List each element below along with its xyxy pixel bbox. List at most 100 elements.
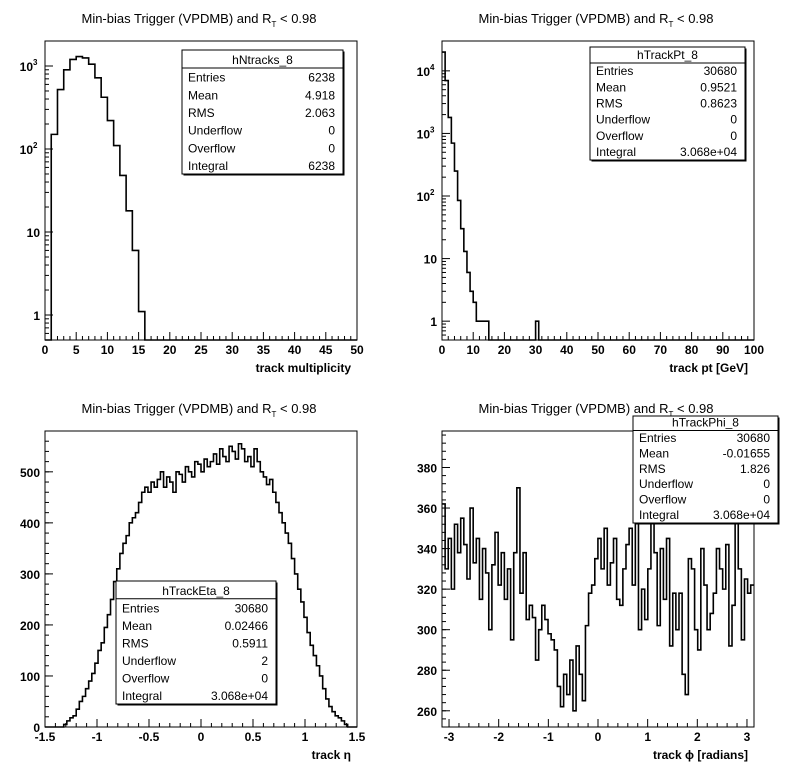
stats-row-value: 30680 bbox=[737, 431, 771, 445]
x-tick-label: 50 bbox=[350, 343, 364, 357]
x-axis-label: track multiplicity bbox=[256, 361, 352, 375]
x-tick-label: 30 bbox=[529, 343, 543, 357]
stats-row-value: 0.9521 bbox=[700, 80, 737, 94]
x-tick-label: 10 bbox=[101, 343, 115, 357]
y-tick-exponent: 2 bbox=[33, 141, 38, 150]
stats-row-value: 2.063 bbox=[305, 106, 335, 120]
stats-row-value: 0 bbox=[328, 141, 335, 155]
x-tick-label: -3 bbox=[444, 730, 455, 744]
x-tick-label: 5 bbox=[73, 343, 80, 357]
stats-box-frame bbox=[632, 415, 779, 524]
chart-title: Min-bias Trigger (VPDMB) and RT < 0.98 bbox=[81, 401, 316, 419]
x-tick-label: 35 bbox=[257, 343, 271, 357]
x-tick-label: 45 bbox=[319, 343, 333, 357]
y-tick-label: 10 bbox=[20, 60, 34, 74]
panel-ntracks: Min-bias Trigger (VPDMB) and RT < 0.98 0 5… bbox=[20, 11, 364, 375]
x-tick-label: -2 bbox=[493, 730, 504, 744]
y-tick-label: 1 bbox=[33, 309, 40, 323]
chart-title-tail: < 0.98 bbox=[673, 401, 713, 416]
y-tick-label: 10 bbox=[27, 226, 41, 240]
x-tick-label: 10 bbox=[467, 343, 481, 357]
y-tick-label: 380 bbox=[417, 461, 437, 475]
x-tick-label: 1.5 bbox=[349, 730, 366, 744]
x-tick-label: 0 bbox=[198, 730, 205, 744]
y-tick-label: 340 bbox=[417, 543, 437, 557]
chart-title-text: Min-bias Trigger (VPDMB) and R bbox=[81, 11, 271, 26]
y-tick-exponent: 3 bbox=[33, 58, 38, 67]
stats-row-label: Overflow bbox=[122, 671, 170, 685]
chart-title: Min-bias Trigger (VPDMB) and RT < 0.98 bbox=[478, 11, 713, 29]
stats-row-value: 0 bbox=[730, 129, 737, 143]
x-tick-label: 15 bbox=[132, 343, 146, 357]
x-axis: 0 5 10 15 20 25 30 35 40 45 50 bbox=[42, 332, 364, 357]
stats-row-label: Underflow bbox=[122, 654, 176, 668]
y-tick-label: 200 bbox=[20, 619, 40, 633]
panel-trackphi: Min-bias Trigger (VPDMB) and RT < 0.98 -3… bbox=[417, 401, 780, 762]
stats-row-value: 0 bbox=[763, 493, 770, 507]
stats-row-value: -0.01655 bbox=[723, 446, 771, 460]
chart-title-subscript: T bbox=[668, 410, 673, 419]
stats-row-value: 0.8623 bbox=[700, 97, 737, 111]
stats-row-value: 3.068e+04 bbox=[211, 689, 268, 703]
stats-row-value: 0 bbox=[730, 113, 737, 127]
x-tick-label: 2 bbox=[694, 730, 701, 744]
stats-row-label: Mean bbox=[639, 446, 669, 460]
x-tick-label: 25 bbox=[194, 343, 208, 357]
histogram-line bbox=[442, 450, 754, 712]
y-tick-label: 280 bbox=[417, 664, 437, 678]
x-tick-label: -0.5 bbox=[139, 730, 160, 744]
stats-box-title: hNtracks_8 bbox=[232, 53, 293, 67]
x-axis-label: track pt [GeV] bbox=[669, 361, 748, 375]
stats-row-label: Mean bbox=[122, 619, 152, 633]
stats-row-label: RMS bbox=[639, 462, 666, 476]
y-axis: 260 280 300 320 340 360 380 bbox=[417, 434, 450, 728]
histogram-line bbox=[442, 51, 754, 341]
y-tick-exponent: 3 bbox=[430, 125, 435, 134]
y-tick-base: 10 bbox=[417, 127, 431, 141]
y-tick-label: 10 bbox=[424, 253, 438, 267]
stats-box-title: hTrackPhi_8 bbox=[672, 416, 739, 430]
chart-title-subscript: T bbox=[668, 20, 673, 29]
histogram-line bbox=[45, 442, 357, 728]
chart-title: Min-bias Trigger (VPDMB) and RT < 0.98 bbox=[478, 401, 713, 419]
stats-row-value: 0.02466 bbox=[225, 619, 269, 633]
chart-title-subscript: T bbox=[271, 20, 276, 29]
stats-row-label: Underflow bbox=[596, 113, 650, 127]
stats-row-label: RMS bbox=[188, 106, 215, 120]
stats-row-label: Mean bbox=[188, 88, 218, 102]
stats-row-label: Underflow bbox=[639, 477, 693, 491]
x-axis: -1.5 -1 -0.5 0 0.5 1 1.5 bbox=[35, 719, 366, 744]
y-tick-label: 1 bbox=[430, 315, 437, 329]
x-axis: 0 10 20 30 40 50 60 70 80 90 100 bbox=[439, 332, 764, 357]
stats-row-value: 4.918 bbox=[305, 88, 335, 102]
stats-row-value: 3.068e+04 bbox=[680, 145, 737, 159]
y-tick-label: 320 bbox=[417, 583, 437, 597]
stats-row-label: Entries bbox=[639, 431, 676, 445]
stats-box-title: hTrackEta_8 bbox=[162, 584, 230, 598]
x-tick-label: -1 bbox=[543, 730, 554, 744]
stats-row-value: 3.068e+04 bbox=[713, 508, 770, 522]
x-tick-label: 70 bbox=[654, 343, 668, 357]
chart-title-text: Min-bias Trigger (VPDMB) and R bbox=[478, 11, 668, 26]
x-tick-label: 0 bbox=[439, 343, 446, 357]
y-tick-exponent: 4 bbox=[430, 63, 435, 72]
stats-row-value: 6238 bbox=[308, 159, 335, 173]
chart-title-text: Min-bias Trigger (VPDMB) and R bbox=[478, 401, 668, 416]
stats-row-label: RMS bbox=[122, 636, 149, 650]
x-tick-label: -1 bbox=[92, 730, 103, 744]
x-tick-label: 0 bbox=[42, 343, 49, 357]
x-tick-label: 30 bbox=[226, 343, 240, 357]
stats-row-label: Entries bbox=[188, 71, 225, 85]
y-tick-label: 260 bbox=[417, 705, 437, 719]
x-tick-label: 0 bbox=[595, 730, 602, 744]
chart-title-subscript: T bbox=[271, 410, 276, 419]
y-axis: 0 100 200 300 400 500 bbox=[20, 430, 53, 735]
x-tick-label: 20 bbox=[498, 343, 512, 357]
y-tick-label: 300 bbox=[417, 624, 437, 638]
y-tick-label: 10 bbox=[417, 65, 431, 79]
y-tick-base: 10 bbox=[20, 60, 34, 74]
